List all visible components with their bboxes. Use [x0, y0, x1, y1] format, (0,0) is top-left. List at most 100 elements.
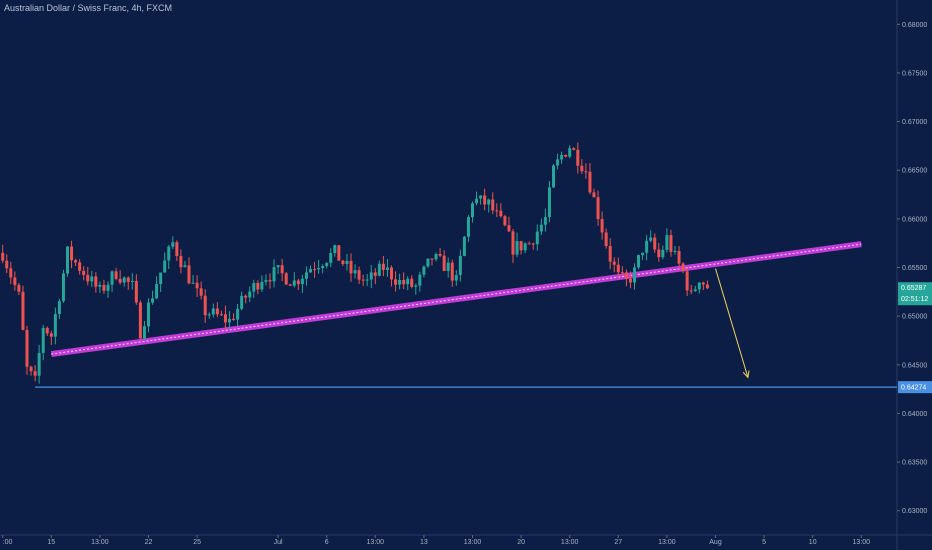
x-tick-label: 13:00 [367, 539, 385, 546]
candle-body [507, 225, 511, 232]
candle-body [596, 197, 600, 220]
candle-body [361, 279, 365, 281]
y-tick-label: 0.67500 [902, 70, 927, 77]
candle-body [86, 274, 90, 282]
trendline[interactable] [50, 241, 862, 358]
candle-body [159, 272, 163, 285]
candle-body [685, 271, 689, 291]
candle-body [280, 265, 284, 274]
candle-body [207, 314, 211, 316]
candle-body [138, 302, 142, 339]
x-tick-label: 25 [193, 539, 201, 546]
y-tick-label: 0.64500 [902, 362, 927, 369]
candle-body [304, 272, 308, 279]
candle-body [438, 254, 442, 256]
candle-body [446, 262, 450, 272]
candle-body [645, 240, 649, 253]
candle-body [422, 266, 426, 275]
candle-body [147, 302, 150, 327]
candle-body [240, 295, 244, 309]
candle-body [414, 285, 418, 287]
candle-body [199, 288, 203, 296]
candle-body [604, 232, 608, 247]
candle-body [114, 271, 118, 279]
candle-body [345, 260, 349, 264]
candle-body [134, 280, 138, 303]
candle-body [616, 264, 620, 273]
x-tick-label: Aug [709, 539, 722, 546]
candle-body [357, 270, 361, 280]
candle-body [13, 277, 17, 286]
candle-body [317, 268, 321, 270]
projection-arrow[interactable] [715, 268, 750, 379]
candle-body [191, 282, 195, 284]
support-price-badge [898, 381, 932, 394]
candle-body [49, 333, 53, 337]
candle-body [466, 217, 470, 237]
candle-body [37, 352, 41, 376]
candle-body [552, 165, 555, 188]
x-tick-label: :00 [3, 539, 13, 546]
candle-body [41, 327, 45, 353]
candle-body [33, 371, 37, 376]
candle-body [337, 245, 341, 261]
candle-body [284, 273, 288, 285]
candle-body [499, 210, 503, 217]
candle-body [228, 318, 231, 323]
candle-body [171, 242, 175, 247]
current-price-label: 0.65287 [901, 285, 926, 292]
x-tick-label: Jul [274, 539, 283, 546]
candle-body [523, 243, 527, 251]
candle-body [624, 272, 628, 279]
candles [1, 142, 709, 384]
candle-body [547, 187, 551, 218]
candle-body [535, 231, 539, 245]
candle-body [527, 243, 531, 245]
candle-body [487, 199, 491, 205]
candle-body [693, 289, 697, 291]
y-tick-label: 0.63000 [902, 508, 927, 515]
candle-body [479, 195, 483, 199]
candle-body [321, 266, 325, 269]
candle-body [353, 270, 357, 274]
candle-body [102, 284, 106, 291]
candle-body [373, 272, 377, 276]
candle-body [442, 255, 446, 272]
time-axis[interactable]: :00 15 13:00 22 25 Jul 6 13:00 13 13:00 20 13:00 27 1… [2, 535, 870, 546]
candle-body [515, 241, 519, 255]
candle-body [434, 254, 438, 260]
candle-body [260, 281, 264, 290]
candle-body [377, 263, 381, 276]
candle-body [74, 260, 78, 263]
candle-body [462, 236, 466, 256]
candle-body [118, 278, 122, 283]
candle-body [29, 366, 33, 372]
arrow-shaft[interactable] [715, 268, 749, 378]
candle-body [600, 219, 604, 233]
candle-body [21, 291, 25, 330]
trendline-dots [51, 243, 862, 355]
x-tick-label: 13 [420, 539, 428, 546]
price-badges: 0.65287 02:51:12 0.64274 [898, 282, 932, 394]
candle-body [365, 279, 369, 281]
candle-body [183, 265, 187, 268]
candle-body [66, 246, 69, 274]
candle-body [450, 262, 454, 281]
candle-body [175, 242, 179, 257]
candle-body [669, 235, 673, 252]
price-axis[interactable]: 0.68000 0.67500 0.67000 0.66500 0.66000 0.655… [897, 22, 927, 515]
candle-body [657, 249, 661, 258]
candle-body [673, 250, 677, 252]
candle-body [268, 280, 272, 282]
candle-body [248, 291, 252, 298]
candle-body [471, 203, 474, 218]
candle-body [503, 216, 507, 226]
y-tick-label: 0.65000 [902, 314, 927, 321]
candle-body [637, 255, 641, 268]
candle-body [195, 282, 199, 289]
candle-body [588, 171, 592, 193]
x-tick-label: 13:00 [658, 539, 676, 546]
